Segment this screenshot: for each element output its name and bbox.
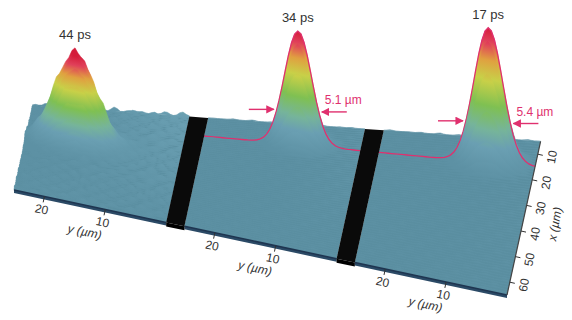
surface-row — [368, 200, 522, 223]
x-tick-label: 50 — [522, 251, 538, 267]
surface-row — [197, 166, 352, 187]
surface-row — [191, 195, 344, 222]
y-axis-line — [184, 226, 336, 258]
y-tick — [104, 209, 105, 215]
y-axis-line — [14, 190, 166, 222]
surface-row — [198, 163, 353, 183]
y-tick — [384, 269, 385, 275]
surface-row — [373, 178, 528, 198]
surface-row — [375, 172, 530, 190]
separator — [337, 129, 384, 263]
width-label: 5.4 µm — [516, 105, 553, 119]
width-label: 5.1 µm — [325, 93, 362, 107]
y-axis-label: y (µm) — [65, 221, 102, 242]
x-tick — [527, 205, 532, 206]
y-tick-label: 20 — [375, 274, 391, 291]
y-axis-label: y (µm) — [236, 257, 273, 278]
surface-row — [192, 190, 346, 215]
y-axis-line — [355, 263, 507, 295]
surface-row — [355, 260, 507, 292]
x-tick-label: 20 — [538, 175, 554, 191]
x-axis-line — [507, 141, 541, 295]
width-arrow — [322, 111, 347, 112]
width-arrow — [249, 109, 274, 110]
y-tick — [445, 282, 446, 288]
x-tick — [521, 231, 526, 232]
surface-row — [356, 258, 508, 290]
time-label: 17 ps — [472, 7, 504, 22]
surface-row — [368, 203, 522, 226]
x-tick — [532, 180, 537, 181]
surface-row — [198, 164, 353, 185]
surface-row — [364, 218, 518, 243]
y-tick — [214, 233, 215, 239]
x-tick-label: 40 — [527, 226, 543, 242]
surface-row — [192, 192, 346, 218]
x-tick-label: 30 — [533, 200, 549, 216]
time-label: 34 ps — [282, 10, 314, 25]
y-tick — [43, 196, 44, 202]
surface-row — [14, 188, 166, 222]
surface-row — [355, 262, 507, 295]
x-tick — [515, 257, 520, 258]
front-face — [14, 190, 166, 225]
surface-row — [185, 224, 337, 256]
y-tick — [274, 246, 275, 252]
width-arrow — [438, 120, 463, 121]
x-tick-label: 60 — [516, 277, 532, 293]
y-tick-label: 20 — [34, 201, 50, 218]
surface-row — [365, 216, 519, 242]
surface-row — [369, 198, 523, 221]
surface-row — [14, 186, 166, 221]
x-tick-label: 10 — [544, 149, 560, 165]
x-axis-label: x (µm) — [545, 206, 565, 243]
surface-row — [365, 213, 519, 239]
surface — [14, 48, 189, 223]
surface-row — [185, 223, 337, 255]
surface-row — [377, 143, 533, 177]
y-axis-label: y (µm) — [406, 294, 443, 315]
surface-row — [184, 226, 336, 259]
x-tick — [538, 154, 543, 155]
front-face — [184, 226, 336, 261]
separator-face — [166, 222, 184, 230]
y-tick-label: 20 — [204, 237, 220, 254]
surface-row — [375, 170, 530, 188]
width-arrow — [513, 123, 538, 124]
x-tick — [510, 282, 515, 283]
surface-row — [192, 193, 346, 220]
chart: 1020y (µm)44 ps1020y (µm)34 ps5.1 µm1020… — [0, 0, 572, 320]
surface — [355, 28, 541, 295]
surface-row — [366, 210, 520, 234]
surface — [184, 31, 365, 259]
surface-row — [376, 167, 532, 185]
front-face — [355, 263, 507, 298]
separator-face — [337, 259, 355, 267]
separator — [166, 117, 208, 227]
surface-row — [366, 211, 520, 236]
time-label: 44 ps — [59, 27, 91, 42]
